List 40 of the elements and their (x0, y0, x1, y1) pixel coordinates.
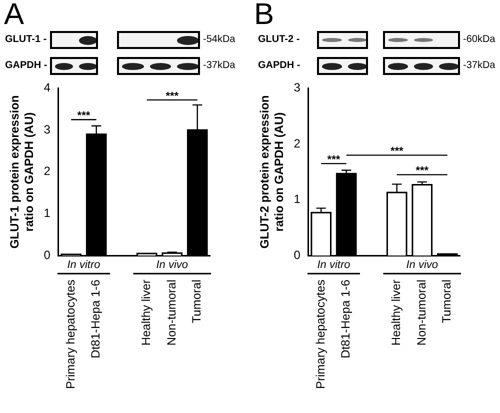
x-tick-label: Tumoral (190, 280, 204, 324)
text: GAPDH - (258, 60, 300, 71)
y-tick-label: 4 (44, 80, 51, 95)
y-tick-label: 0 (294, 248, 301, 262)
y-tick-label: 3 (44, 122, 51, 136)
x-tick-label: Primary hepatocytes (313, 280, 328, 390)
y-tick-label: 3 (294, 80, 301, 95)
y-tick-label: 1 (44, 206, 51, 220)
x-tick-label: Healthy liver (389, 280, 404, 346)
text: -37kDa (463, 60, 496, 71)
text: In vitro (317, 259, 350, 272)
x-tick-label: Dt81-Hepa 1-6 (88, 279, 103, 358)
text: In vitro (67, 259, 100, 272)
text: -54kDa (203, 34, 236, 45)
x-tick-label: Primary hepatocytes (63, 280, 78, 390)
chart-title: A (4, 0, 24, 32)
chart-title: B (254, 0, 274, 32)
y-tick-label: 2 (44, 164, 51, 178)
annotation: *** (166, 90, 180, 102)
annotation: *** (327, 154, 341, 166)
x-tick-label: Non-tumoral (164, 280, 178, 346)
y-tick-label: 1 (294, 192, 301, 206)
text: In vivo (156, 259, 188, 272)
text: GLUT-2 - (258, 34, 300, 45)
text: -37kDa (203, 60, 236, 71)
y-tick-label: 2 (294, 136, 301, 150)
y-axis-title: GLUT-1 protein expression ratio on GAPDH (AU) (8, 95, 36, 249)
text: GAPDH - (5, 60, 48, 71)
text: In vivo (406, 259, 438, 272)
annotation: *** (390, 146, 404, 158)
x-tick-label: Dt81-Hepa 1-6 (338, 279, 353, 358)
annotation: *** (416, 165, 430, 178)
x-tick-label: Healthy liver (139, 280, 154, 346)
text: GLUT-1 - (5, 34, 47, 45)
y-axis-title: GLUT-2 protein expression ratio on GAPDH (AU) (258, 95, 286, 249)
x-tick-label: Non-tumoral (414, 280, 428, 346)
annotation: *** (77, 110, 91, 122)
y-tick-label: 0 (44, 248, 51, 262)
text: -60kDa (463, 34, 496, 45)
x-tick-label: Tumoral (440, 280, 454, 324)
